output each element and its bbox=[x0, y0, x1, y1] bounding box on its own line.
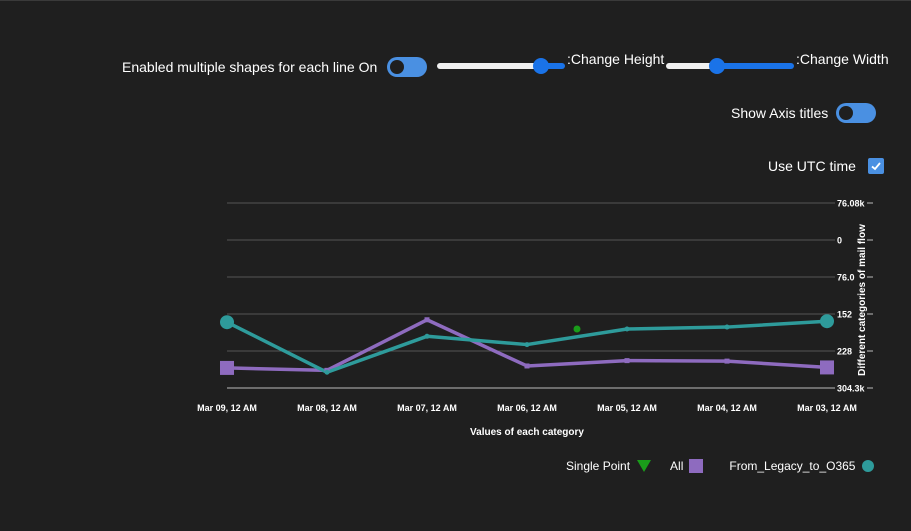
data-point-legacy bbox=[624, 326, 630, 332]
data-point-all bbox=[524, 363, 530, 369]
data-point-legacy bbox=[820, 314, 834, 329]
data-point-all bbox=[324, 367, 330, 373]
shapes-toggle[interactable] bbox=[387, 57, 428, 77]
data-point-legacy bbox=[524, 342, 530, 348]
y-tick-label: 228 bbox=[837, 347, 852, 357]
legend-label-all: All bbox=[670, 459, 684, 473]
shapes-control: Enabled multiple shapes for each line On bbox=[122, 57, 428, 77]
data-point-legacy bbox=[424, 333, 430, 339]
y-tick-label: 152 bbox=[837, 310, 852, 320]
x-tick-labels: Mar 09, 12 AM Mar 08, 12 AM Mar 07, 12 AM M… bbox=[197, 403, 857, 413]
single-point-marker bbox=[573, 325, 581, 333]
x-tick-label: Mar 08, 12 AM bbox=[297, 403, 357, 413]
legend-item-legacy[interactable]: From_Legacy_to_O365 bbox=[729, 459, 875, 473]
shapes-label: Enabled multiple shapes for each line On bbox=[122, 59, 378, 75]
triangle-down-icon bbox=[637, 460, 652, 472]
legend-item-single-point[interactable]: Single Point bbox=[566, 459, 652, 473]
y-axis-title: Different categories of mail flow bbox=[857, 224, 868, 376]
utc-control: Use UTC time bbox=[768, 158, 884, 174]
series-lines bbox=[226, 318, 828, 375]
data-point-legacy bbox=[220, 315, 234, 330]
x-tick-label: Mar 03, 12 AM bbox=[797, 403, 857, 413]
axis-titles-control: Show Axis titles bbox=[731, 103, 877, 123]
data-point-all bbox=[624, 358, 630, 364]
x-tick-label: Mar 04, 12 AM bbox=[697, 403, 757, 413]
y-tick-labels: 76.08k 0 76.0 152 228 304.3k bbox=[837, 199, 866, 394]
data-point-all bbox=[220, 360, 234, 375]
data-point-all bbox=[724, 358, 730, 364]
x-tick-label: Mar 07, 12 AM bbox=[397, 403, 457, 413]
x-tick-label: Mar 05, 12 AM bbox=[597, 403, 657, 413]
y-tick-label: 0 bbox=[837, 236, 842, 246]
width-slider[interactable] bbox=[666, 58, 794, 74]
series-line-All bbox=[226, 318, 828, 373]
x-tick-label: Mar 06, 12 AM bbox=[497, 403, 557, 413]
series-markers bbox=[220, 314, 834, 375]
y-tick-label: 304.3k bbox=[837, 384, 866, 394]
data-point-legacy bbox=[324, 369, 330, 375]
series-line-From_Legacy_to_O365 bbox=[226, 319, 828, 375]
square-icon bbox=[689, 459, 704, 473]
data-point-all bbox=[820, 360, 834, 375]
data-point-all bbox=[424, 317, 430, 323]
legend-label-legacy: From_Legacy_to_O365 bbox=[729, 459, 856, 473]
utc-label: Use UTC time bbox=[768, 158, 856, 174]
legend-label-single-point: Single Point bbox=[566, 459, 631, 473]
height-control bbox=[437, 58, 565, 74]
axis-titles-toggle[interactable] bbox=[836, 103, 877, 123]
width-control bbox=[666, 58, 794, 74]
grid-lines bbox=[227, 202, 873, 389]
chart-legend: Single Point All From_Legacy_to_O365 bbox=[566, 459, 885, 473]
height-slider[interactable] bbox=[437, 58, 565, 74]
circle-icon bbox=[862, 460, 875, 472]
top-border bbox=[0, 0, 911, 1]
height-label: :Change Height bbox=[567, 51, 665, 67]
utc-checkbox[interactable] bbox=[867, 158, 884, 174]
x-axis-title: Values of each category bbox=[470, 427, 584, 438]
data-point-legacy bbox=[724, 324, 730, 330]
legend-item-all[interactable]: All bbox=[670, 459, 704, 473]
checkmark-icon bbox=[871, 162, 881, 171]
y-tick-label: 76.0 bbox=[837, 273, 855, 283]
width-label: :Change Width bbox=[796, 51, 889, 67]
axis-titles-label: Show Axis titles bbox=[731, 105, 829, 121]
x-tick-label: Mar 09, 12 AM bbox=[197, 403, 257, 413]
y-tick-label: 76.08k bbox=[837, 199, 866, 209]
